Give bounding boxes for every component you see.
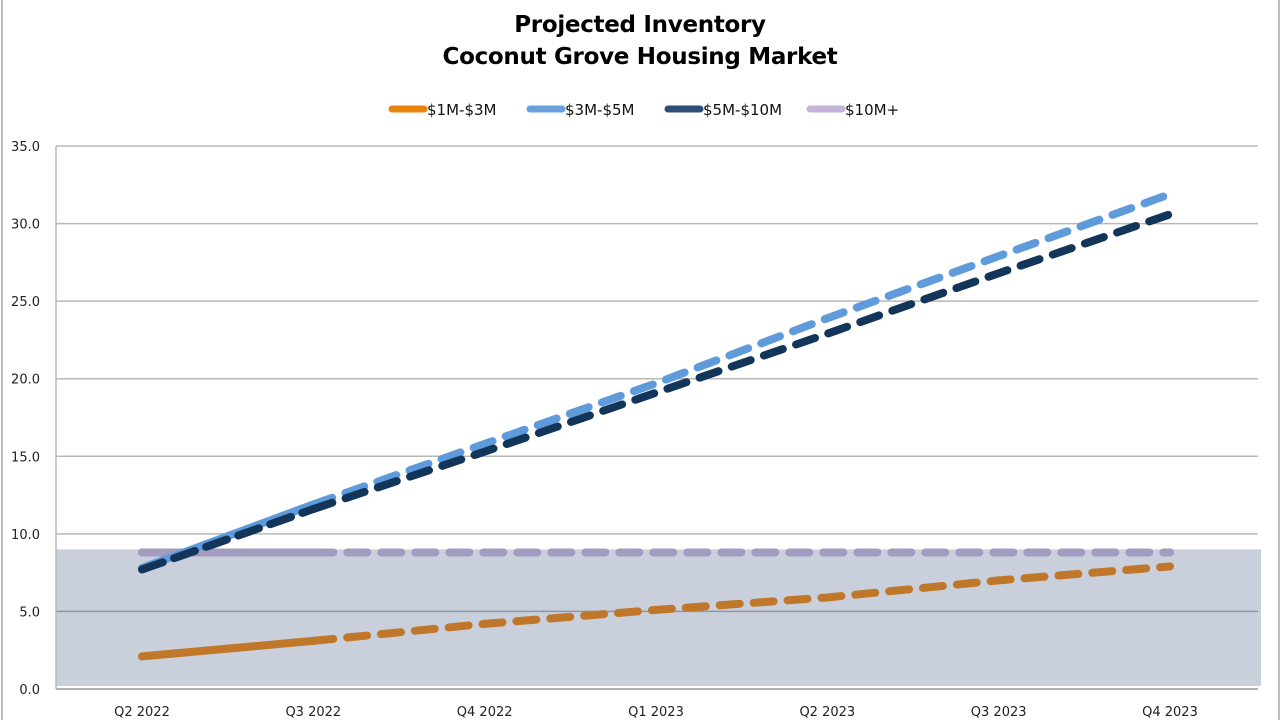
y-tick-label: 35.0	[11, 140, 40, 155]
chart-subtitle: Coconut Grove Housing Market	[442, 44, 838, 70]
chart-frame-left-border	[1, 0, 3, 720]
series-line-projected	[309, 562, 1174, 645]
y-tick-label: 20.0	[11, 373, 40, 388]
series-line-actual	[138, 505, 318, 574]
y-tick-label: 30.0	[11, 218, 40, 233]
x-tick-label: Q3 2023	[971, 705, 1027, 720]
series-5m-10m	[138, 210, 1174, 574]
y-tick-label: 25.0	[11, 295, 40, 310]
series-1m-3m	[138, 562, 1174, 661]
series-line-projected	[309, 210, 1174, 514]
legend-label: $3M-$5M	[565, 101, 634, 119]
x-tick-label: Q2 2023	[799, 705, 855, 720]
legend-label: $10M+	[845, 101, 899, 119]
shaded-band	[56, 549, 1261, 686]
y-tick-label: 0.0	[19, 683, 40, 698]
series-3m-5m	[138, 190, 1174, 572]
y-tick-label: 5.0	[19, 605, 40, 620]
chart-frame-right-border	[1278, 0, 1280, 720]
legend-label: $1M-$3M	[427, 101, 496, 119]
y-tick-label: 10.0	[11, 528, 40, 543]
series-line-actual	[138, 636, 318, 661]
x-tick-label: Q3 2022	[285, 705, 341, 720]
legend-item: $5M-$10M	[664, 101, 782, 119]
series-line-projected	[309, 190, 1174, 509]
legend-item: $10M+	[806, 101, 899, 119]
x-tick-label: Q4 2022	[457, 705, 513, 720]
x-tick-label: Q2 2022	[114, 705, 170, 720]
chart-title: Projected Inventory	[514, 12, 766, 38]
legend-item: $3M-$5M	[526, 101, 634, 119]
x-tick-label: Q4 2023	[1142, 705, 1198, 720]
legend-item: $1M-$3M	[388, 101, 496, 119]
x-tick-label: Q1 2023	[628, 705, 684, 720]
y-tick-label: 15.0	[11, 450, 40, 465]
legend-label: $5M-$10M	[703, 101, 782, 119]
